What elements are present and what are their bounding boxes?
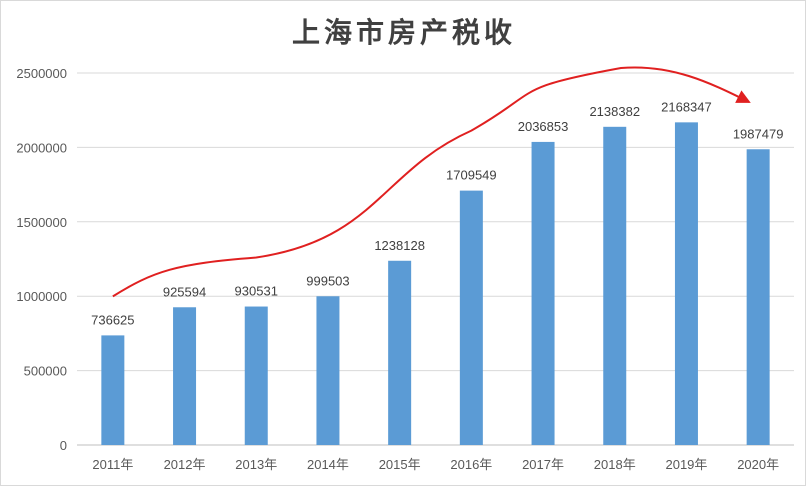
data-label: 1238128: [374, 238, 425, 253]
x-tick-label: 2016年: [450, 457, 492, 472]
data-label: 930531: [235, 284, 278, 299]
x-tick-label: 2017年: [522, 457, 564, 472]
data-label: 999503: [306, 273, 349, 288]
chart-title: 上海市房产税收: [291, 16, 516, 49]
bar: [459, 190, 483, 445]
data-label: 1709549: [446, 168, 497, 183]
data-label: 1987479: [733, 126, 784, 141]
data-labels: 736625 925594 930531 999503 1238128 1709549 20…: [91, 99, 783, 327]
bar: [244, 306, 268, 445]
bar: [674, 122, 698, 445]
x-tick-label: 2013年: [235, 457, 277, 472]
x-axis: 2011年 2012年 2013年 2014年 2015年 2016年 2017年 2018年…: [92, 457, 779, 472]
trend-arrow: [112, 66, 751, 298]
y-tick-label: 2000000: [16, 140, 67, 155]
bar: [746, 149, 770, 445]
y-tick-label: 1000000: [16, 289, 67, 304]
y-axis: 0 500000 1000000 1500000 2000000 2500000: [16, 66, 67, 453]
y-tick-label: 500000: [24, 364, 67, 379]
data-label: 925594: [163, 284, 206, 299]
bar: [101, 335, 125, 445]
y-tick-label: 2500000: [16, 66, 67, 81]
bar: [388, 260, 412, 445]
x-tick-label: 2015年: [379, 457, 421, 472]
bar: [316, 296, 340, 445]
data-label: 736625: [91, 312, 134, 327]
x-tick-label: 2012年: [164, 457, 206, 472]
x-tick-label: 2020年: [737, 457, 779, 472]
data-label: 2138382: [589, 104, 640, 119]
bar: [531, 141, 555, 446]
x-tick-label: 2019年: [665, 457, 707, 472]
y-tick-label: 1500000: [16, 215, 67, 230]
x-tick-label: 2011年: [92, 457, 133, 472]
data-label: 2036853: [518, 119, 569, 134]
x-tick-label: 2018年: [594, 457, 636, 472]
bars: [101, 122, 770, 446]
bar: [173, 307, 197, 445]
data-label: 2168347: [661, 99, 712, 114]
y-tick-label: 0: [60, 438, 67, 453]
x-tick-label: 2014年: [307, 457, 349, 472]
bar: [603, 126, 627, 445]
